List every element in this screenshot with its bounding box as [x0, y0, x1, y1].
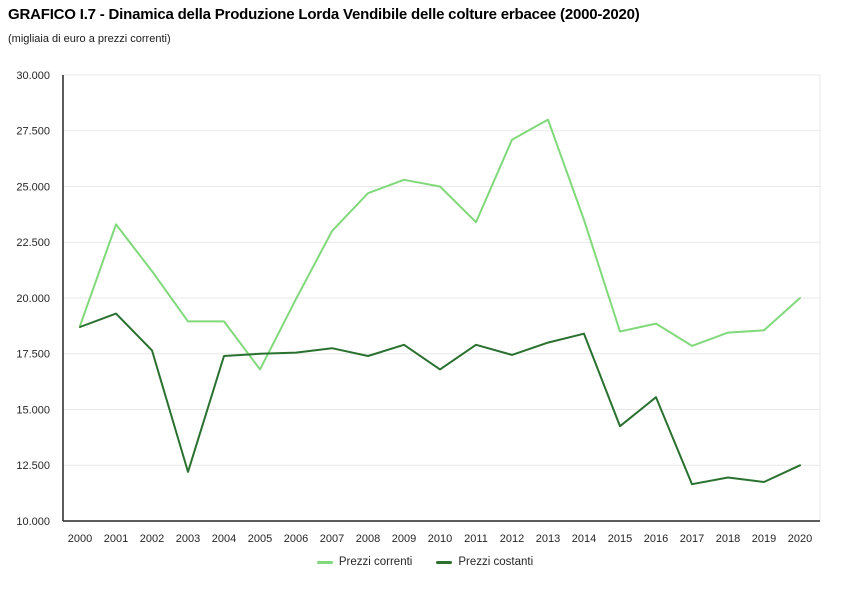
y-tick-label-22.500: 22.500 — [16, 237, 50, 249]
series-line-prezzi-correnti — [79, 118, 801, 371]
legend-item-prezzi-costanti: Prezzi costanti — [436, 556, 533, 568]
legend-item-prezzi-correnti: Prezzi correnti — [316, 556, 413, 568]
x-tick-label-2001: 2001 — [104, 533, 128, 545]
x-tick-label-2006: 2006 — [284, 533, 308, 545]
x-tick-label-2003: 2003 — [176, 533, 200, 545]
y-tick-label-30.000: 30.000 — [16, 70, 50, 82]
legend-swatch-prezzi-costanti — [436, 560, 453, 564]
y-tick-label-17.500: 17.500 — [16, 349, 50, 361]
series-line-prezzi-costanti — [79, 312, 801, 486]
x-tick-label-2000: 2000 — [68, 533, 92, 545]
y-tick-label-27.500: 27.500 — [16, 126, 50, 138]
x-tick-label-2017: 2017 — [680, 533, 704, 545]
x-tick-label-2013: 2013 — [536, 533, 560, 545]
legend-label-prezzi-costanti: Prezzi costanti — [458, 556, 534, 568]
x-tick-label-2005: 2005 — [248, 533, 272, 545]
x-tick-label-2014: 2014 — [572, 533, 596, 545]
legend-label-prezzi-correnti: Prezzi correnti — [338, 556, 413, 568]
chart-title: GRAFICO I.7 - Dinamica della Produzione … — [8, 6, 640, 23]
x-tick-label-2016: 2016 — [644, 533, 668, 545]
x-tick-label-2007: 2007 — [320, 533, 344, 545]
line-chart-plot: 10.000 12.500 15.000 17.500 20.000 22.500 25.0… — [16, 70, 821, 545]
y-tick-label-25.000: 25.000 — [16, 181, 50, 193]
x-tick-label-2004: 2004 — [212, 533, 236, 545]
x-tick-label-2012: 2012 — [500, 533, 524, 545]
x-tick-label-2002: 2002 — [140, 533, 164, 545]
x-tick-label-2019: 2019 — [752, 533, 776, 545]
x-tick-label-2011: 2011 — [464, 533, 488, 545]
chart-legend: Prezzi correnti Prezzi costanti — [0, 556, 850, 568]
chart-subtitle: (migliaia di euro a prezzi correnti) — [8, 33, 171, 45]
legend-swatch-prezzi-correnti — [316, 560, 333, 564]
x-tick-label-2015: 2015 — [608, 533, 632, 545]
y-tick-label-15.000: 15.000 — [16, 404, 50, 416]
x-tick-label-2008: 2008 — [356, 533, 380, 545]
x-tick-label-2018: 2018 — [716, 533, 740, 545]
y-tick-label-20.000: 20.000 — [16, 293, 50, 305]
x-tick-label-2020: 2020 — [788, 533, 812, 545]
y-tick-label-10.000: 10.000 — [16, 516, 50, 528]
x-tick-label-2010: 2010 — [428, 533, 452, 545]
y-tick-label-12.500: 12.500 — [16, 460, 50, 472]
x-tick-label-2009: 2009 — [392, 533, 416, 545]
